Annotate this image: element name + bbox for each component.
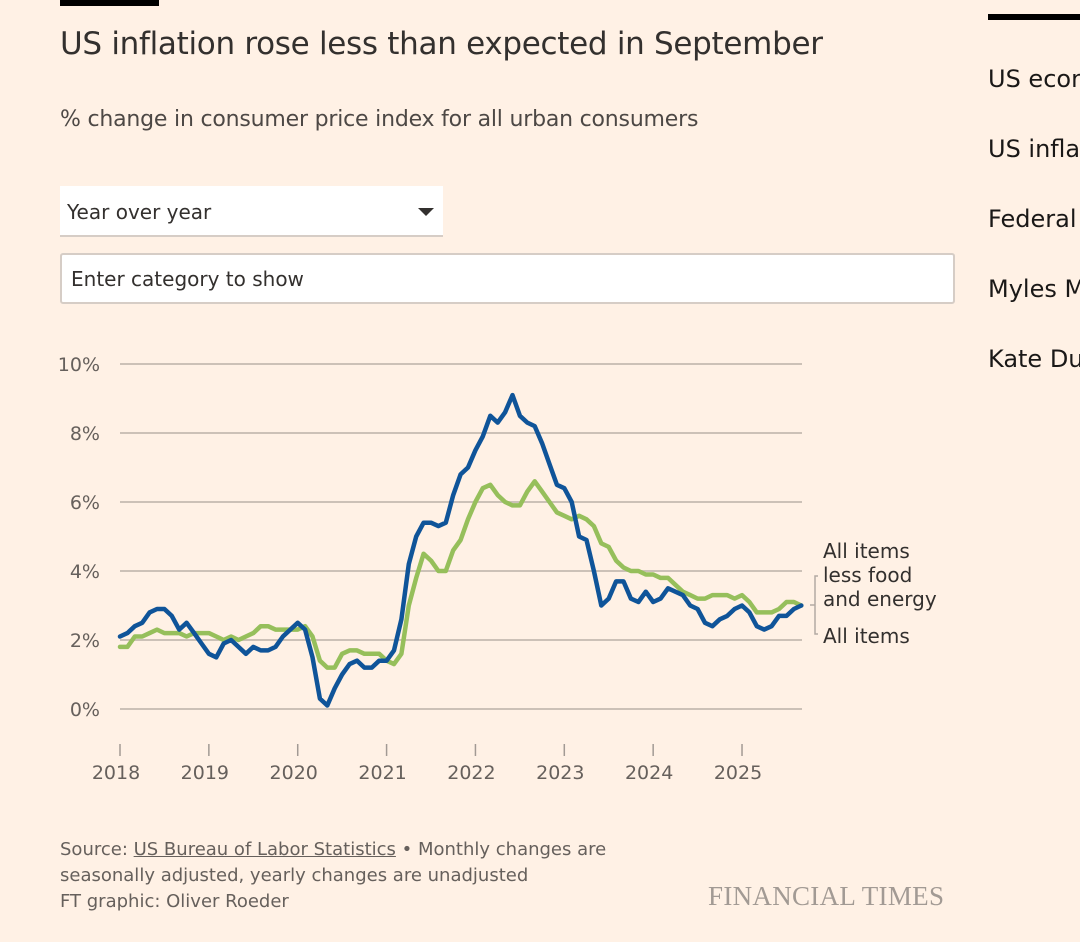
sidebar-accent-bar xyxy=(988,14,1080,20)
series-label-core: All items xyxy=(823,539,910,563)
title-accent-bar xyxy=(60,0,159,6)
source-note: Source: US Bureau of Labor Statistics • … xyxy=(60,837,620,915)
category-search-input[interactable] xyxy=(60,253,955,304)
caret-down-icon xyxy=(418,208,434,216)
line-chart: 0%2%4%6%8%10% 2018 2019 2020 2021 2022 2023 20… xyxy=(58,354,937,784)
x-tick-label: 2023 xyxy=(536,762,584,784)
y-tick-label: 0% xyxy=(70,699,100,721)
chart-subtitle: % change in consumer price index for all… xyxy=(60,107,699,132)
ft-logo: FINANCIAL TIMES xyxy=(708,881,945,911)
x-tick-label: 2021 xyxy=(358,762,406,784)
sidebar-link-1[interactable]: US econ xyxy=(988,65,1080,93)
series-label-core: and energy xyxy=(823,587,937,611)
chart-title: US inflation rose less than expected in … xyxy=(60,26,823,62)
source-prefix: Source: xyxy=(60,839,134,860)
series-label-all-items: All items xyxy=(823,624,910,648)
x-tick-label: 2025 xyxy=(714,762,762,784)
x-tick-label: 2022 xyxy=(447,762,495,784)
series-label-core: less food xyxy=(823,563,912,587)
graphic-credit: FT graphic: Oliver Roeder xyxy=(60,891,289,912)
source-note-text: • Monthly changes are seasonally adjuste… xyxy=(60,839,607,886)
sidebar-link-3[interactable]: Federal xyxy=(988,205,1077,233)
x-tick-label: 2020 xyxy=(270,762,318,784)
series-line-all-items xyxy=(117,392,804,708)
sidebar-link-2[interactable]: US infla xyxy=(988,135,1080,163)
series-line-core xyxy=(117,479,804,670)
mode-select[interactable]: Year over year xyxy=(60,186,443,237)
x-tick-label: 2018 xyxy=(92,762,140,784)
x-tick-label: 2024 xyxy=(625,762,673,784)
mode-select-value: Year over year xyxy=(67,200,212,224)
y-axis-ticks: 0% 2% 4% 6% 8% 10% xyxy=(58,354,100,721)
sidebar-link-5[interactable]: Kate Du xyxy=(988,345,1080,373)
y-tick-label: 10% xyxy=(58,354,100,376)
x-tick-label: 2019 xyxy=(181,762,229,784)
y-tick-label: 6% xyxy=(70,492,100,514)
y-tick-label: 4% xyxy=(70,561,100,583)
label-bracket xyxy=(814,575,818,635)
y-tick-label: 8% xyxy=(70,423,100,445)
source-link[interactable]: US Bureau of Labor Statistics xyxy=(133,839,396,860)
x-axis-ticks: 2018 2019 2020 2021 2022 2023 2024 2025 xyxy=(92,744,762,784)
sidebar-link-4[interactable]: Myles M xyxy=(988,275,1080,303)
y-tick-label: 2% xyxy=(70,630,100,652)
